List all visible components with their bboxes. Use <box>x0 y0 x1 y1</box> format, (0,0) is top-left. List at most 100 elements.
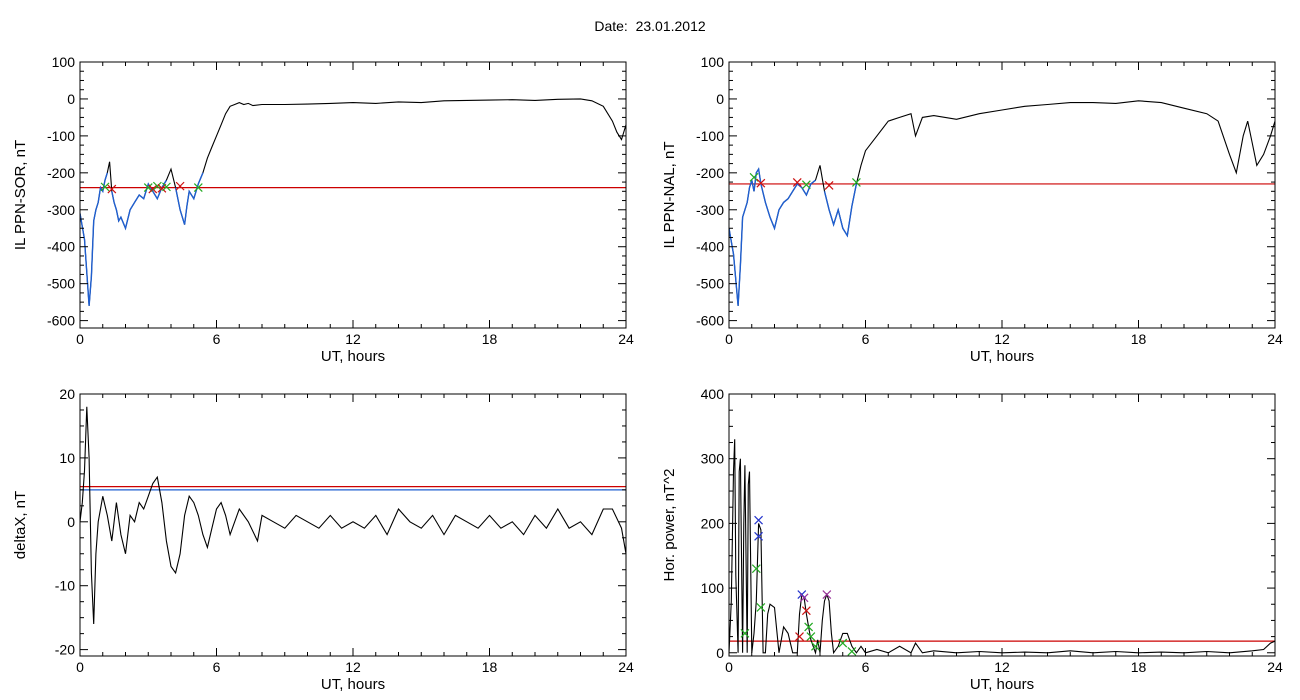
x-tick-label: 18 <box>1131 659 1147 675</box>
marker-red <box>795 632 804 642</box>
chart-deltax: 0 6 12 18 24 20 10 0 -10 -20 UT, hours deltaX, nT <box>12 386 634 693</box>
marker-green <box>847 647 857 656</box>
marker-red <box>824 180 834 190</box>
x-tick-label: 12 <box>994 331 1010 347</box>
y-tick-label: -100 <box>696 128 724 144</box>
highlight-segment <box>80 172 108 306</box>
marker-stroke <box>804 622 814 632</box>
marker-stroke <box>801 180 811 190</box>
x-tick-label: 6 <box>862 331 870 347</box>
y-tick-label: -400 <box>696 239 724 255</box>
marker-green <box>804 622 814 632</box>
x-tick-label: 12 <box>345 659 361 675</box>
marker-stroke <box>193 183 203 193</box>
plot-area <box>729 100 1275 306</box>
y-tick-label: -20 <box>55 642 75 658</box>
marker-stroke <box>795 632 804 642</box>
x-axis-label: UT, hours <box>321 676 385 693</box>
marker-red <box>175 181 185 191</box>
x-tick-label: 0 <box>76 659 84 675</box>
date-label: Date: <box>594 18 628 34</box>
marker-red <box>756 178 766 188</box>
marker-purple <box>822 590 832 599</box>
marker-stroke <box>749 172 759 182</box>
y-tick-label: 0 <box>67 91 75 107</box>
marker-stroke <box>100 182 110 192</box>
marker-stroke <box>751 564 761 574</box>
x-axis-label: UT, hours <box>970 676 1034 693</box>
marker-stroke <box>838 638 848 648</box>
marker-stroke <box>107 184 117 194</box>
y-tick-label: 0 <box>716 91 724 107</box>
marker-stroke <box>143 183 153 193</box>
plot-frame <box>728 393 1276 657</box>
x-tick-label: 18 <box>482 331 498 347</box>
x-tick-label: 24 <box>1267 331 1283 347</box>
marker-blue <box>754 515 763 525</box>
marker-green <box>749 172 759 182</box>
marker-green <box>811 641 820 651</box>
marker-stroke <box>801 606 811 616</box>
x-axis-label: UT, hours <box>970 348 1034 365</box>
y-tick-label: 100 <box>701 54 725 70</box>
marker-green <box>100 182 110 192</box>
y-tick-label: -400 <box>47 239 75 255</box>
y-axis-label: Hor. power, nT^2 <box>661 469 678 582</box>
marker-green <box>801 180 811 190</box>
marker-stroke <box>175 181 185 191</box>
plot-area <box>80 98 626 306</box>
marker-stroke <box>797 590 807 599</box>
y-tick-label: 400 <box>701 386 725 402</box>
marker-stroke <box>799 593 809 603</box>
y-tick-label: -300 <box>696 202 724 218</box>
marker-stroke <box>756 603 766 612</box>
x-tick-label: 24 <box>618 331 634 347</box>
y-tick-label: -300 <box>47 202 75 218</box>
chart-power: 0 6 12 18 24 400 300 200 100 0 UT, hours Hor. power… <box>661 386 1283 693</box>
marker-stroke <box>851 178 861 187</box>
plot-frame <box>79 61 627 329</box>
y-tick-label: 10 <box>59 450 75 466</box>
x-tick-label: 24 <box>618 659 634 675</box>
marker-stroke <box>822 590 832 599</box>
marker-red <box>148 184 158 194</box>
highlight-segment <box>174 172 204 225</box>
chart-sor: 0 6 12 18 24 100 0 -100 -200 -300 -400 -500 -600 UT, … <box>12 54 634 365</box>
y-tick-label: -600 <box>47 313 75 329</box>
plot-area <box>729 439 1275 656</box>
x-tick-label: 6 <box>862 659 870 675</box>
y-tick-label: 300 <box>701 451 725 467</box>
x-tick-label: 12 <box>994 659 1010 675</box>
y-tick-label: 100 <box>52 54 76 70</box>
marker-stroke <box>824 180 834 190</box>
marker-green <box>740 628 750 638</box>
marker-stroke <box>806 632 816 642</box>
marker-purple <box>799 593 809 603</box>
plot-area <box>80 406 626 625</box>
marker-stroke <box>754 515 763 525</box>
y-tick-label: -600 <box>696 313 724 329</box>
highlight-segment <box>729 167 816 306</box>
x-tick-label: 18 <box>1131 331 1147 347</box>
y-tick-label: -100 <box>47 128 75 144</box>
series-line <box>80 406 626 625</box>
y-tick-label: -500 <box>47 276 75 292</box>
y-axis-label: deltaX, nT <box>12 491 29 559</box>
y-tick-label: -500 <box>696 276 724 292</box>
y-axis-label: IL PPN-NAL, nT <box>661 142 678 249</box>
marker-stroke <box>811 641 820 651</box>
marker-green <box>152 181 162 191</box>
date-value: 23.01.2012 <box>635 18 706 34</box>
marker-green <box>162 182 171 192</box>
marker-blue <box>754 531 763 541</box>
marker-stroke <box>847 647 857 656</box>
highlight-segment <box>111 179 167 231</box>
marker-stroke <box>754 531 763 541</box>
y-tick-label: 200 <box>701 515 725 531</box>
y-axis-label: IL PPN-SOR, nT <box>12 140 29 250</box>
x-tick-label: 6 <box>213 659 221 675</box>
marker-stroke <box>792 178 802 187</box>
x-tick-label: 0 <box>725 331 733 347</box>
